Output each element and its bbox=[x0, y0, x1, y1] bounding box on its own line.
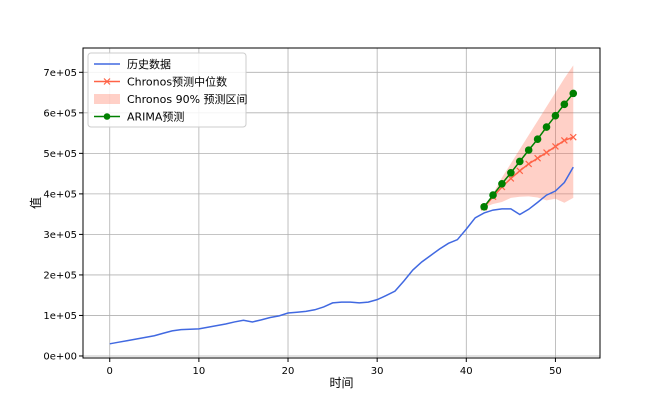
legend: 历史数据 Chronos预测中位数 Chronos 90% 预测区间 ARIMA预测 bbox=[87, 52, 248, 128]
y-tick-label: 7e+05 bbox=[43, 68, 77, 79]
arima-forecast-point bbox=[533, 135, 542, 143]
legend-label: 历史数据 bbox=[127, 57, 171, 71]
x-tick-label: 10 bbox=[193, 366, 206, 377]
x-marker-stroke bbox=[507, 175, 515, 182]
legend-entry: 历史数据 bbox=[94, 57, 171, 71]
y-tick-label: 0e+00 bbox=[43, 351, 77, 362]
x-tick-label: 30 bbox=[371, 366, 384, 377]
legend-marker bbox=[103, 78, 111, 85]
arima-forecast-point bbox=[515, 157, 524, 166]
legend-marker bbox=[103, 113, 111, 120]
arima-forecast-point bbox=[551, 111, 560, 120]
x-marker-stroke bbox=[516, 167, 524, 175]
chronos-90-interval-band bbox=[484, 65, 574, 208]
y-tick-label: 2e+05 bbox=[43, 270, 77, 281]
arima-forecast-point bbox=[507, 169, 515, 177]
chronos-median-point bbox=[534, 154, 542, 162]
chronos-median-point bbox=[560, 136, 568, 144]
arima-forecast-point bbox=[569, 89, 578, 98]
history-line bbox=[109, 166, 574, 345]
legend-label: ARIMA预测 bbox=[127, 111, 184, 124]
chronos-median-point bbox=[525, 160, 533, 168]
plot-frame bbox=[82, 47, 601, 359]
chronos-median-point bbox=[543, 149, 550, 156]
x-tick-label: 50 bbox=[549, 366, 562, 377]
y-tick-label: 3e+05 bbox=[43, 230, 77, 241]
legend-swatch bbox=[94, 94, 120, 104]
chronos-median-point bbox=[516, 167, 524, 175]
y-axis-label: 值 bbox=[28, 197, 43, 209]
y-tick-label: 1e+05 bbox=[43, 311, 77, 322]
arima-forecast-point bbox=[498, 179, 506, 188]
x-marker-stroke bbox=[560, 136, 568, 144]
chronos-median-point bbox=[552, 143, 559, 150]
x-tick-label: 20 bbox=[282, 366, 295, 377]
chronos-median-point bbox=[507, 175, 515, 182]
x-marker-stroke bbox=[525, 160, 533, 168]
arima-forecast-point bbox=[560, 100, 569, 109]
arima-forecast-point bbox=[524, 146, 533, 154]
y-tick-label: 6e+05 bbox=[43, 108, 77, 119]
legend-box bbox=[87, 52, 247, 128]
legend-entry: Chronos 90% 预测区间 bbox=[94, 93, 248, 106]
arima-forecast-point bbox=[542, 123, 551, 131]
legend-entry: Chronos预测中位数 bbox=[94, 75, 227, 89]
arima-forecast-point bbox=[489, 191, 497, 199]
x-axis-label: 时间 bbox=[329, 376, 353, 390]
legend-entry: ARIMA预测 bbox=[94, 111, 184, 124]
x-tick-label: 40 bbox=[460, 366, 473, 377]
x-marker-stroke bbox=[543, 149, 550, 156]
y-tick-label: 4e+05 bbox=[43, 189, 77, 200]
plot-area: 0 10 20 30 40 50 0e+00 1e+05 2e+05 3e+05 4e+05 5e+0… bbox=[43, 47, 601, 377]
y-tick-label: 5e+05 bbox=[43, 149, 77, 160]
legend-label: Chronos 90% 预测区间 bbox=[127, 93, 248, 106]
x-marker-stroke bbox=[552, 143, 559, 150]
arima-forecast-point bbox=[480, 203, 488, 211]
chronos-median-point bbox=[569, 133, 577, 141]
x-marker-stroke bbox=[569, 133, 577, 141]
x-marker-stroke bbox=[534, 154, 542, 162]
x-tick-label: 0 bbox=[107, 366, 113, 377]
legend-label: Chronos预测中位数 bbox=[127, 75, 227, 89]
